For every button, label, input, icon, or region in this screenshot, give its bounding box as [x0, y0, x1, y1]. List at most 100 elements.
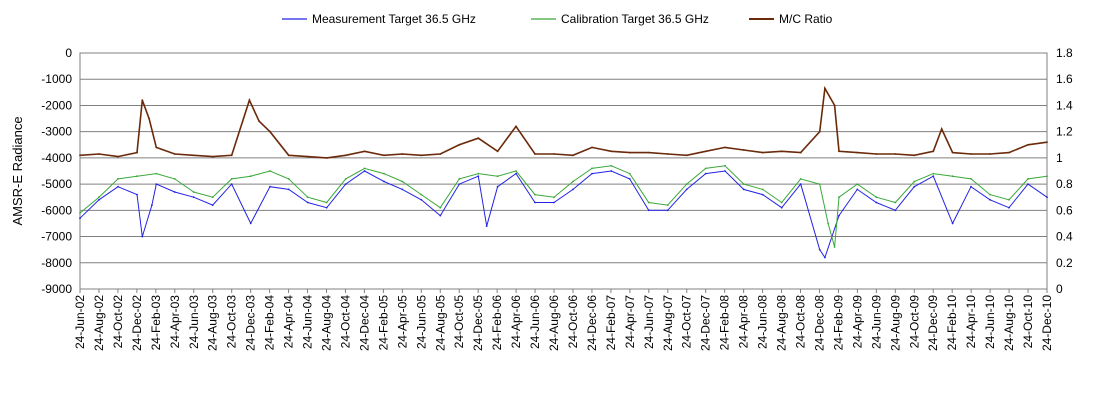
x-tick-label: 24-Oct-05	[452, 295, 466, 349]
data-point	[325, 201, 328, 204]
data-point	[325, 206, 328, 209]
data-point	[344, 183, 347, 186]
data-point	[591, 172, 593, 175]
data-point	[383, 180, 385, 183]
x-tick-label: 24-Jun-05	[414, 295, 428, 349]
x-tick-label: 24-Feb-05	[376, 295, 390, 351]
data-point	[117, 178, 119, 180]
legend-label-1: Calibration Target 36.5 GHz	[561, 12, 709, 26]
data-point	[628, 151, 631, 154]
x-tick-label: 24-Oct-08	[794, 295, 808, 349]
x-tick-label: 24-Jun-08	[756, 295, 770, 349]
data-point	[230, 178, 233, 180]
x-tick-label: 24-Aug-06	[547, 295, 561, 351]
x-tick-label: 24-Aug-05	[433, 295, 447, 351]
y2-tick-label: 1	[1056, 151, 1063, 165]
data-point	[287, 178, 290, 180]
data-point	[173, 178, 176, 180]
data-point	[1027, 183, 1029, 186]
data-point	[799, 178, 802, 180]
x-tick-label: 24-Dec-07	[699, 295, 713, 351]
data-point	[258, 120, 260, 123]
series-line-0	[79, 170, 1048, 259]
data-point	[818, 130, 821, 133]
y2-tick-label: 1.6	[1056, 72, 1073, 86]
data-point	[591, 146, 593, 149]
data-point	[269, 170, 271, 172]
x-tick-label: 24-Aug-03	[206, 295, 220, 351]
data-point	[458, 143, 461, 146]
data-point	[496, 175, 499, 178]
y2-axis-ticks: 1.8 1.6 1.4 1.2 1 0.8 0.6 0.4 0.2 0	[1056, 46, 1073, 296]
y-tick-label: -7000	[41, 230, 72, 244]
data-point	[173, 191, 176, 193]
data-point	[647, 151, 650, 154]
data-point	[1008, 198, 1010, 201]
x-tick-label: 24-Oct-09	[907, 295, 921, 349]
data-point	[838, 214, 840, 217]
data-point	[1008, 206, 1010, 209]
x-tick-label: 24-Oct-10	[1021, 295, 1035, 349]
data-point	[932, 172, 935, 175]
data-point	[211, 204, 214, 207]
data-point	[742, 149, 745, 151]
data-point	[951, 222, 954, 225]
plot-area-border	[79, 52, 1048, 290]
data-point	[970, 185, 972, 188]
data-point	[98, 196, 100, 199]
legend-label-0: Measurement Target 36.5 GHz	[312, 12, 476, 26]
y2-tick-label: 0.2	[1056, 256, 1073, 270]
data-point	[838, 196, 840, 199]
data-point	[704, 172, 707, 175]
data-point	[420, 193, 423, 196]
x-tick-label: 24-Aug-09	[888, 295, 902, 351]
data-point	[780, 206, 783, 209]
data-point	[173, 153, 176, 155]
data-point	[249, 175, 252, 178]
data-point	[117, 185, 119, 188]
data-point	[383, 154, 385, 157]
data-point	[799, 151, 802, 154]
data-point	[685, 183, 688, 186]
data-point	[1046, 175, 1048, 178]
x-tick-label: 24-Dec-03	[244, 295, 258, 351]
data-point	[515, 125, 517, 128]
x-tick-label: 24-Feb-03	[149, 295, 163, 351]
x-tick-label: 24-Apr-10	[964, 295, 978, 349]
x-tick-label: 24-Dec-05	[471, 295, 485, 351]
x-tick-label: 24-Feb-08	[718, 295, 732, 351]
data-point	[485, 225, 488, 228]
data-point	[610, 170, 613, 172]
x-axis-ticks: 24-Jun-02 24-Aug-02 24-Oct-02 24-Dec-02 24-F…	[73, 289, 1054, 351]
y2-tick-label: 0.8	[1056, 177, 1073, 191]
data-point	[647, 201, 650, 204]
x-tick-label: 24-Dec-06	[585, 295, 599, 351]
data-point	[666, 153, 669, 155]
data-point	[628, 172, 631, 175]
data-point	[780, 201, 783, 204]
data-point	[628, 178, 631, 180]
data-point	[856, 188, 859, 191]
data-point	[155, 146, 158, 149]
data-point	[477, 137, 480, 140]
data-point	[666, 209, 669, 212]
data-point	[534, 201, 536, 204]
data-point	[439, 214, 442, 217]
data-point	[827, 222, 829, 225]
gridlines	[80, 78, 1047, 264]
data-point	[515, 172, 517, 175]
data-point	[401, 153, 404, 155]
data-point	[363, 150, 366, 153]
data-point	[704, 150, 707, 153]
data-point	[742, 188, 745, 191]
data-point	[761, 151, 764, 154]
data-point	[780, 150, 783, 153]
data-point	[344, 178, 347, 180]
x-tick-label: 24-Jun-02	[73, 295, 87, 349]
data-point	[496, 150, 499, 153]
data-point	[724, 164, 726, 167]
data-point	[875, 201, 878, 204]
x-tick-label: 24-Feb-10	[945, 295, 959, 351]
data-point	[666, 204, 669, 207]
